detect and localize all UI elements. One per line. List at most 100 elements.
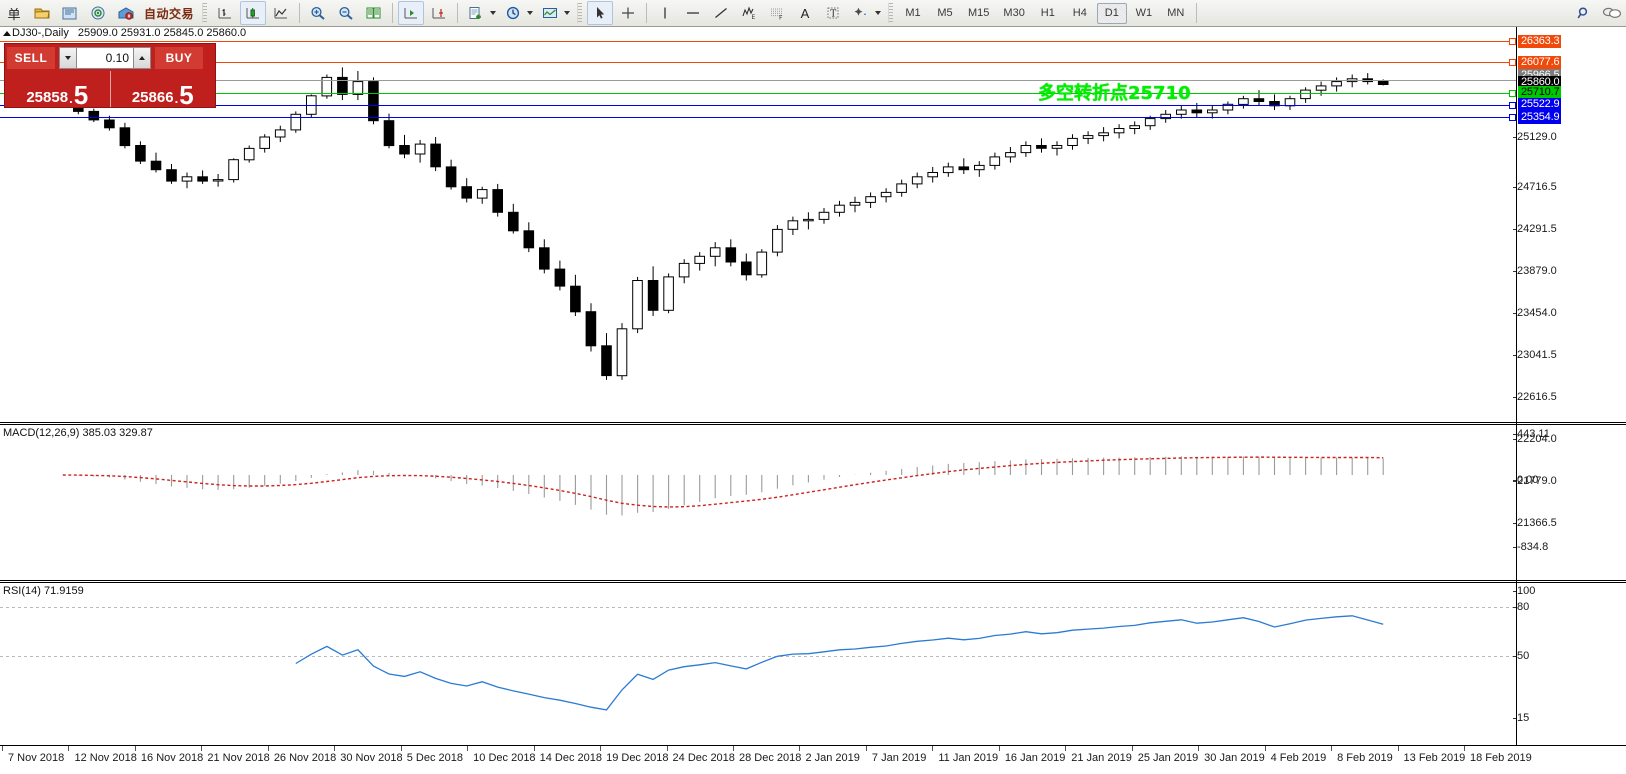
price-line-25966[interactable] bbox=[0, 80, 1516, 81]
buy-button[interactable]: BUY bbox=[155, 46, 203, 69]
chart-shift-icon[interactable] bbox=[426, 1, 452, 25]
news-icon[interactable] bbox=[57, 1, 83, 25]
date-tick: 18 Feb 2019 bbox=[1464, 746, 1532, 764]
price-line-25522[interactable] bbox=[0, 105, 1516, 106]
timeframe-m5[interactable]: M5 bbox=[937, 7, 953, 19]
price-label-25522[interactable]: 25522.9 bbox=[1518, 98, 1562, 111]
timeframe-h1[interactable]: H1 bbox=[1040, 7, 1055, 19]
indicators-dropdown-caret[interactable] bbox=[564, 11, 571, 15]
elliott-wave-icon[interactable]: E bbox=[736, 1, 762, 25]
price-line-26077[interactable] bbox=[0, 62, 1516, 63]
date-tick: 14 Dec 2018 bbox=[533, 746, 603, 764]
date-axis: 7 Nov 2018 12 Nov 2018 16 Nov 2018 21 Nov 2… bbox=[0, 745, 1626, 774]
zoom-in-icon[interactable] bbox=[305, 1, 331, 25]
timeframe-m15[interactable]: M15 bbox=[968, 7, 990, 19]
rsi-indicator-label[interactable]: RSI(14) 71.9159 bbox=[3, 585, 84, 597]
timeframe-w1[interactable]: W1 bbox=[1135, 7, 1153, 19]
autoscroll-icon[interactable] bbox=[398, 1, 425, 25]
date-tick: 7 Jan 2019 bbox=[865, 746, 927, 764]
svg-text:T: T bbox=[830, 10, 836, 20]
price-line-handle-25522[interactable] bbox=[1509, 102, 1516, 109]
mailbox-icon[interactable] bbox=[113, 1, 139, 25]
date-tick: 28 Dec 2018 bbox=[732, 746, 802, 764]
zoom-out-icon[interactable] bbox=[333, 1, 359, 25]
price-tick-23454: 23454.0 bbox=[1513, 307, 1557, 319]
text-icon[interactable]: A bbox=[800, 5, 810, 21]
chart-collapse-icon[interactable] bbox=[3, 31, 11, 36]
sell-button[interactable]: SELL bbox=[7, 46, 55, 69]
octp-controls-row: SELL 0.10 BUY bbox=[5, 44, 215, 71]
trendline-icon[interactable] bbox=[708, 1, 734, 25]
buy-price[interactable]: 25866 . 5 bbox=[109, 71, 216, 110]
pane-separator-macd[interactable] bbox=[0, 422, 1626, 425]
price-line-25710[interactable] bbox=[0, 93, 1516, 94]
new-order-icon[interactable]: 单 bbox=[7, 7, 21, 23]
chart-ohlc: 25909.0 25931.0 25845.0 25860.0 bbox=[77, 27, 247, 39]
chat-icon[interactable] bbox=[1599, 1, 1625, 25]
period-dropdown-caret[interactable] bbox=[527, 11, 534, 15]
timeframe-mn[interactable]: MN bbox=[1167, 7, 1185, 19]
chart-annotation-text[interactable]: 多空转折点25710 bbox=[1038, 83, 1191, 104]
template-dropdown-caret[interactable] bbox=[490, 11, 497, 15]
price-axis-line bbox=[1516, 27, 1517, 774]
objects-icon[interactable] bbox=[848, 1, 874, 25]
timeframe-m1[interactable]: M1 bbox=[905, 7, 921, 19]
macd-tick-minus834: -834.8 bbox=[1512, 541, 1549, 553]
objects-dropdown-caret[interactable] bbox=[875, 11, 882, 15]
price-line-25354[interactable] bbox=[0, 117, 1516, 118]
timeframe-h4[interactable]: H4 bbox=[1072, 7, 1087, 19]
search-icon[interactable] bbox=[1571, 1, 1597, 25]
sell-price[interactable]: 25858 . 5 bbox=[5, 71, 110, 108]
new-template-icon[interactable] bbox=[463, 1, 489, 25]
line-chart-icon[interactable] bbox=[268, 1, 294, 25]
one-click-trading-panel[interactable]: SELL 0.10 BUY 25858 . 5 25866 . 5 bbox=[4, 43, 216, 108]
rsi-tick-50: 50 bbox=[1512, 650, 1530, 662]
pane-separator-rsi[interactable] bbox=[0, 580, 1626, 583]
svg-text:E: E bbox=[752, 14, 756, 21]
price-label-25354[interactable]: 25354.9 bbox=[1518, 111, 1562, 124]
price-line-handle-26077[interactable] bbox=[1509, 59, 1516, 66]
period-separator-icon[interactable] bbox=[500, 1, 526, 25]
timeframe-m30[interactable]: M30 bbox=[1003, 7, 1025, 19]
toolbar-grip[interactable] bbox=[202, 3, 208, 23]
candlestick-chart-icon[interactable] bbox=[240, 1, 267, 25]
volume-increment-button[interactable] bbox=[133, 46, 151, 69]
price-line-handle-25710[interactable] bbox=[1509, 90, 1516, 97]
crosshair-icon[interactable] bbox=[615, 1, 641, 25]
toolbar-grip-2[interactable] bbox=[577, 3, 583, 23]
text-label-icon[interactable]: T bbox=[820, 1, 846, 25]
rsi-level-50-line bbox=[0, 656, 1516, 657]
price-line-handle-25354[interactable] bbox=[1509, 114, 1516, 121]
price-line-handle-26363[interactable] bbox=[1509, 38, 1516, 45]
price-line-26363[interactable] bbox=[0, 41, 1516, 42]
volume-stepper[interactable]: 0.10 bbox=[59, 46, 151, 69]
date-tick: 8 Feb 2019 bbox=[1331, 746, 1393, 764]
horizontal-line-icon[interactable] bbox=[680, 1, 706, 25]
macd-indicator-label[interactable]: MACD(12,26,9) 385.03 329.87 bbox=[3, 427, 153, 439]
price-label-25710[interactable]: 25710.7 bbox=[1518, 86, 1562, 99]
vertical-line-icon[interactable] bbox=[652, 1, 678, 25]
price-label-26077[interactable]: 26077.6 bbox=[1518, 56, 1562, 69]
toolbar-grip-3[interactable] bbox=[888, 3, 894, 23]
folder-icon[interactable] bbox=[29, 1, 55, 25]
chart-symbol-header: DJ30-,Daily 25909.0 25931.0 25845.0 2586… bbox=[0, 27, 1626, 40]
volume-input[interactable]: 0.10 bbox=[77, 46, 133, 69]
alerts-icon[interactable] bbox=[85, 1, 111, 25]
fibonacci-icon[interactable]: F bbox=[764, 1, 790, 25]
timeframe-d1[interactable]: D1 bbox=[1096, 2, 1127, 24]
price-tick-23879: 23879.0 bbox=[1513, 265, 1557, 277]
buy-price-fraction: 5 bbox=[179, 79, 194, 110]
toolbar-divider-5 bbox=[1195, 3, 1197, 23]
price-label-26363[interactable]: 26363.3 bbox=[1518, 35, 1562, 48]
cursor-icon[interactable] bbox=[587, 1, 614, 25]
tile-windows-icon[interactable] bbox=[361, 1, 387, 25]
sell-price-integer: 25858 bbox=[26, 89, 69, 106]
autotrade-button[interactable]: 自动交易 bbox=[144, 6, 195, 21]
price-tick-21779: 21779.0 bbox=[1513, 475, 1557, 487]
sell-price-separator: . bbox=[69, 91, 73, 106]
volume-decrement-button[interactable] bbox=[59, 46, 77, 69]
bar-chart-icon[interactable] bbox=[212, 1, 238, 25]
indicators-icon[interactable] bbox=[537, 1, 563, 25]
chart-canvas[interactable]: DJ30-,Daily 25909.0 25931.0 25845.0 2586… bbox=[0, 27, 1626, 774]
svg-text:F: F bbox=[779, 15, 783, 22]
